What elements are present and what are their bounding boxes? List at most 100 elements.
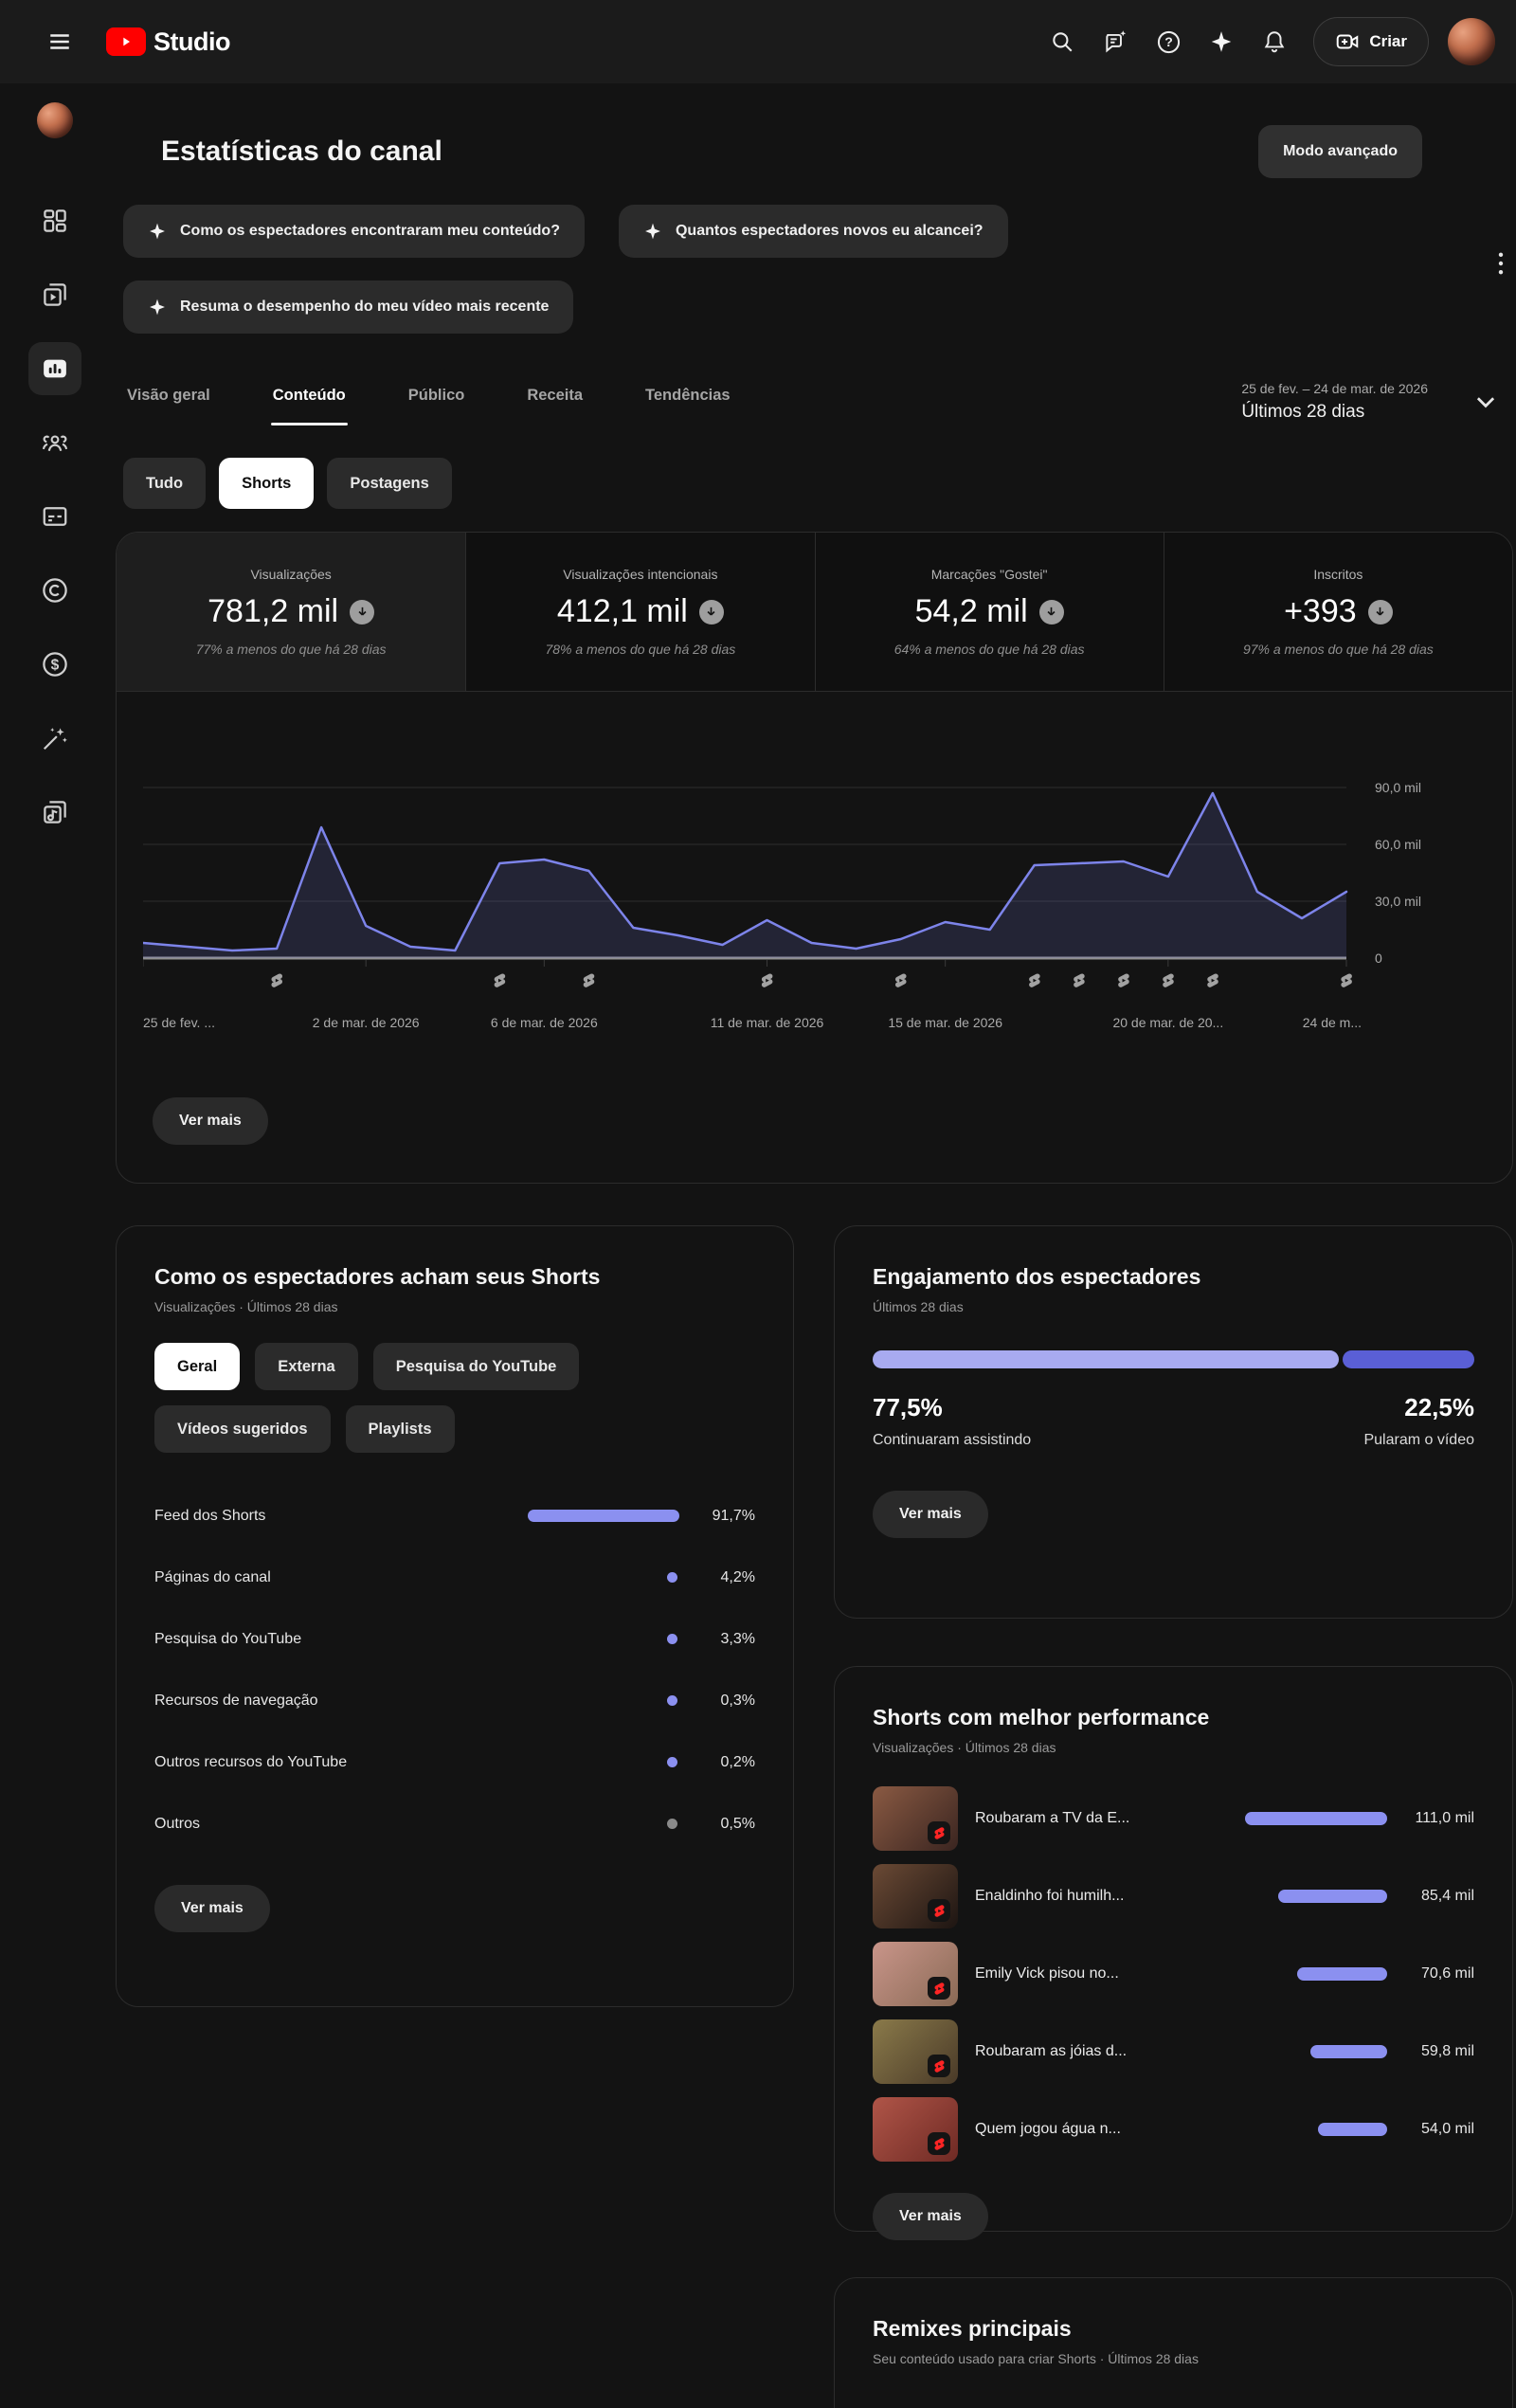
filter-postagens[interactable]: Postagens — [327, 458, 452, 509]
sidebar-item-monetization[interactable]: $ — [28, 638, 81, 691]
notifications-icon — [1264, 31, 1285, 53]
see-more-engagement-button[interactable]: Ver mais — [873, 1491, 988, 1538]
tab-conteudo[interactable]: Conteúdo — [270, 377, 348, 425]
metric-value: 781,2 mil — [208, 593, 339, 629]
short-video-row[interactable]: Emily Vick pisou no... 70,6 mil — [873, 1935, 1474, 2013]
send-feedback-button[interactable] — [1093, 20, 1137, 63]
see-more-top-shorts-button[interactable]: Ver mais — [873, 2193, 988, 2240]
create-button-label: Criar — [1369, 32, 1407, 50]
metric-card[interactable]: Inscritos +393 97% a menos do que há 28 … — [1163, 533, 1512, 691]
tab-receita[interactable]: Receita — [525, 377, 585, 425]
studio-logo-text: Studio — [153, 27, 230, 56]
hamburger-icon — [50, 34, 69, 49]
short-video-row[interactable]: Roubaram as jóias d... 59,8 mil — [873, 2013, 1474, 2091]
tab-publico[interactable]: Público — [406, 377, 467, 425]
short-bar-zone — [1207, 2045, 1387, 2058]
filter-tudo[interactable]: Tudo — [123, 458, 207, 509]
search-button[interactable] — [1040, 20, 1084, 63]
traffic-source-bar-zone — [509, 1634, 679, 1644]
sidebar-item-content[interactable] — [28, 268, 81, 321]
short-views-value: 54,0 mil — [1420, 2121, 1474, 2137]
short-views-value: 70,6 mil — [1420, 1965, 1474, 1982]
short-video-row[interactable]: Roubaram a TV da E... 111,0 mil — [873, 1780, 1474, 1857]
sidebar-item-subtitles[interactable] — [28, 490, 81, 543]
sidebar-item-dashboard[interactable] — [28, 194, 81, 247]
tab-label: Tendências — [645, 387, 731, 404]
discovery-filter-playlists[interactable]: Playlists — [345, 1405, 455, 1453]
discovery-filter-externa[interactable]: Externa — [255, 1343, 358, 1390]
sidebar: $ — [0, 83, 109, 2408]
studio-logo[interactable]: Studio — [106, 27, 230, 57]
ai-suggestions-row-2: Resuma o desempenho do meu vídeo mais re… — [123, 281, 1513, 334]
metric-delta: 77% a menos do que há 28 dias — [195, 642, 387, 657]
svg-text:?: ? — [1164, 34, 1173, 49]
analytics-overview-card: Visualizações 781,2 mil 77% a menos do q… — [116, 532, 1513, 1184]
tab-tendencias[interactable]: Tendências — [643, 377, 732, 425]
sidebar-item-analytics[interactable] — [28, 342, 81, 395]
cards-grid: Como os espectadores acham seus Shorts V… — [116, 1225, 1513, 2408]
engagement-bar-swiped-away — [1343, 1350, 1474, 1368]
metric-card[interactable]: Visualizações 781,2 mil 77% a menos do q… — [117, 533, 466, 691]
ai-suggestion-chip[interactable]: Como os espectadores encontraram meu con… — [123, 205, 585, 258]
metric-label: Visualizações intencionais — [563, 567, 718, 582]
engagement-title: Engajamento dos espectadores — [873, 1264, 1201, 1289]
svg-text:20 de mar. de 20...: 20 de mar. de 20... — [1112, 1015, 1223, 1030]
advanced-mode-button[interactable]: Modo avançado — [1258, 125, 1422, 178]
filter-shorts[interactable]: Shorts — [219, 458, 315, 509]
sidebar-item-copyright[interactable] — [28, 564, 81, 617]
short-video-row[interactable]: Quem jogou água n... 54,0 mil — [873, 2091, 1474, 2168]
filter-chip-label: Pesquisa do YouTube — [395, 1357, 557, 1375]
ai-suggestion-chip[interactable]: Quantos espectadores novos eu alcancei? — [618, 205, 1008, 258]
top-shorts-subtitle: Visualizações · Últimos 28 dias — [873, 1740, 1056, 1755]
traffic-source-label: Feed dos Shorts — [154, 1507, 266, 1524]
metric-delta: 78% a menos do que há 28 dias — [545, 642, 736, 657]
more-options-button[interactable] — [1484, 243, 1516, 286]
shorts-badge-icon — [928, 1821, 950, 1844]
discovery-filter-pesquisa-youtube[interactable]: Pesquisa do YouTube — [372, 1343, 580, 1390]
metric-card[interactable]: Visualizações intencionais 412,1 mil 78%… — [465, 533, 815, 691]
content-type-filters: Tudo Shorts Postagens — [123, 458, 1513, 509]
create-button[interactable]: Criar — [1313, 17, 1429, 66]
svg-text:90,0 mil: 90,0 mil — [1375, 780, 1421, 795]
sidebar-item-audio-library[interactable] — [28, 786, 81, 839]
traffic-source-row: Outros 0,5% — [154, 1793, 755, 1855]
tab-visao-geral[interactable]: Visão geral — [125, 377, 212, 425]
feedback-icon — [1106, 30, 1127, 53]
short-thumbnail — [873, 2019, 958, 2084]
svg-text:6 de mar. de 2026: 6 de mar. de 2026 — [491, 1015, 598, 1030]
help-button[interactable]: ? — [1146, 20, 1190, 63]
traffic-source-label: Outros recursos do YouTube — [154, 1753, 348, 1770]
account-avatar[interactable] — [1448, 18, 1495, 65]
svg-text:60,0 mil: 60,0 mil — [1375, 837, 1421, 852]
short-video-row[interactable]: Enaldinho foi humilh... 85,4 mil — [873, 1857, 1474, 1935]
traffic-source-pct: 0,3% — [720, 1692, 755, 1709]
discovery-card: Como os espectadores acham seus Shorts V… — [116, 1225, 794, 2007]
see-more-discovery-button[interactable]: Ver mais — [154, 1885, 270, 1932]
date-range-text: 25 de fev. – 24 de mar. de 2026 — [1241, 380, 1428, 396]
see-more-chart-button[interactable]: Ver mais — [153, 1097, 268, 1145]
ai-assistant-button[interactable] — [1200, 20, 1243, 63]
discovery-filter-videos-sugeridos[interactable]: Vídeos sugeridos — [154, 1405, 331, 1453]
remixes-card: Remixes principais Seu conteúdo usado pa… — [834, 2277, 1513, 2408]
metric-delta: 97% a menos do que há 28 dias — [1242, 642, 1434, 657]
sidebar-item-customization[interactable] — [28, 712, 81, 765]
traffic-source-dot — [667, 1695, 677, 1706]
sidebar-item-community[interactable] — [28, 416, 81, 469]
date-range-selector[interactable]: 25 de fev. – 24 de mar. de 2026 Últimos … — [1241, 381, 1428, 423]
swiped-away-pct: 22,5% — [1404, 1393, 1474, 1421]
notifications-button[interactable] — [1253, 20, 1296, 63]
audio-library-icon — [44, 801, 66, 824]
discovery-subtitle: Visualizações · Últimos 28 dias — [154, 1299, 338, 1314]
metric-card[interactable]: Marcações "Gostei" 54,2 mil 64% a menos … — [814, 533, 1164, 691]
sidebar-channel-avatar[interactable] — [37, 102, 73, 138]
ai-suggestion-chip[interactable]: Resuma o desempenho do meu vídeo mais re… — [123, 281, 574, 334]
discovery-filter-geral[interactable]: Geral — [154, 1343, 241, 1390]
metric-label: Visualizações — [250, 567, 332, 582]
remixes-title: Remixes principais — [873, 2316, 1072, 2341]
menu-button[interactable] — [38, 20, 81, 63]
ai-sparkle-icon — [1212, 31, 1232, 52]
filter-chip-label: Tudo — [146, 474, 184, 492]
chevron-down-icon[interactable] — [1471, 388, 1500, 416]
filter-chip-label: Postagens — [350, 474, 429, 492]
